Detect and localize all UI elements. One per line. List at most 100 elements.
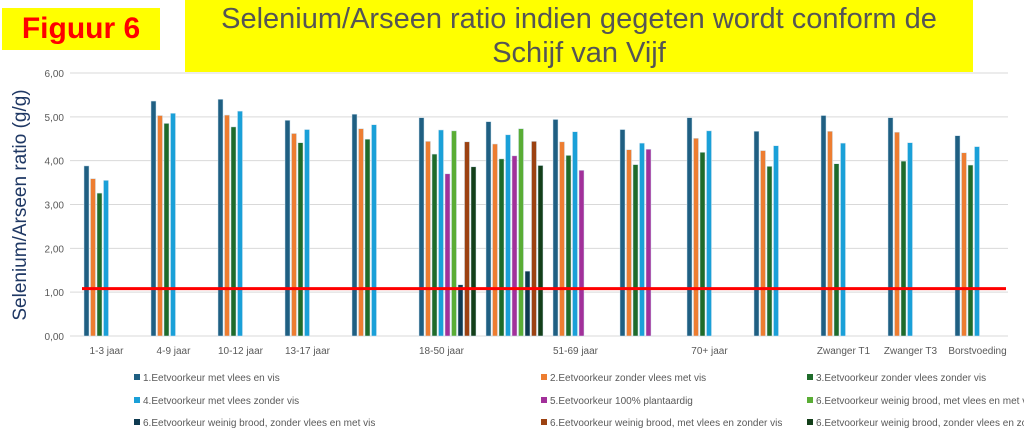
bar (425, 141, 431, 337)
legend-swatch (807, 397, 813, 403)
legend-swatch (541, 374, 547, 380)
y-tick-label: 6,00 (45, 69, 65, 80)
bar (907, 142, 913, 337)
bar (840, 142, 846, 337)
y-axis-label: Selenium/Arseen ratio (g/g) (10, 89, 31, 320)
bar (954, 135, 961, 337)
x-tick-label: Zwanger T1 (817, 346, 871, 357)
x-tick-label: Borstvoeding (948, 346, 1006, 357)
bar (470, 166, 477, 337)
bar (887, 117, 894, 337)
bar (827, 131, 833, 337)
bar (103, 180, 109, 337)
bar (894, 131, 900, 337)
legend-swatch (134, 397, 140, 403)
bar (572, 131, 578, 337)
bar (639, 142, 645, 337)
y-tick-label: 1,00 (45, 288, 65, 299)
legend-entry: 6.Eetvoorkeur weinig brood, zonder vlees… (816, 418, 1024, 429)
legend-swatch (807, 374, 813, 380)
legend-entry: 6.Eetvoorkeur weinig brood, zonder vlees… (143, 418, 375, 429)
bar (531, 141, 537, 337)
bar (96, 192, 103, 337)
bar (753, 131, 760, 337)
bar (284, 120, 291, 337)
bar (224, 114, 230, 337)
bar (524, 270, 531, 337)
bar (297, 142, 304, 337)
bar (773, 145, 779, 337)
bar (83, 165, 90, 337)
x-tick-label: 13-17 jaar (285, 346, 331, 357)
bar (358, 128, 364, 337)
bar (565, 155, 572, 337)
bar (686, 117, 693, 337)
x-tick-label: Zwanger T3 (884, 346, 938, 357)
x-tick-label: 18-50 jaar (419, 346, 465, 357)
bar (230, 126, 237, 337)
title-line-2: Schijf van Vijf (492, 37, 666, 69)
y-tick-label: 3,00 (45, 201, 65, 212)
figure-label: Figuur 6 (2, 8, 160, 50)
legend-entry: 4.Eetvoorkeur met vlees zonder vis (143, 396, 299, 407)
bar (351, 113, 358, 337)
bar (699, 152, 706, 337)
bar (619, 129, 626, 337)
y-tick-label: 2,00 (45, 244, 65, 255)
bar (645, 149, 652, 337)
bar (170, 113, 176, 337)
bar (163, 123, 170, 337)
bar (492, 143, 498, 337)
legend-entry: 3.Eetvoorkeur zonder vlees zonder vis (816, 373, 986, 384)
bar (626, 149, 632, 337)
title-line-1: Selenium/Arseen ratio indien gegeten wor… (221, 3, 937, 35)
bar (578, 170, 585, 337)
bar (457, 284, 464, 337)
bar (900, 160, 907, 337)
bar (464, 141, 470, 337)
bar (559, 141, 565, 337)
bar (291, 133, 297, 337)
x-tick-label: 51-69 jaar (553, 346, 599, 357)
bar (304, 129, 310, 337)
bar (505, 134, 511, 337)
legend-entry: 6.Eetvoorkeur weinig brood, met vlees en… (550, 418, 782, 429)
bar (237, 110, 243, 337)
bar (485, 121, 492, 337)
bar (632, 164, 639, 337)
bar (820, 115, 827, 337)
bar (518, 128, 524, 337)
bar (431, 153, 438, 337)
bar (760, 150, 766, 337)
bar (537, 165, 544, 337)
legend-entry: 6.Eetvoorkeur weinig brood, met vlees en… (816, 396, 1024, 407)
legend-swatch (134, 374, 140, 380)
bar (157, 115, 163, 337)
bar (511, 155, 518, 337)
bar (974, 146, 980, 337)
bar (833, 163, 840, 337)
legend-swatch (807, 419, 813, 425)
bar (706, 130, 712, 337)
bar (766, 166, 773, 337)
y-tick-label: 5,00 (45, 113, 65, 124)
bar (371, 124, 377, 337)
bar (217, 99, 224, 337)
bar (364, 138, 371, 337)
legend-entry: 1.Eetvoorkeur met vlees en vis (143, 373, 280, 384)
y-tick-label: 4,00 (45, 157, 65, 168)
bar (693, 138, 699, 337)
legend-swatch (541, 419, 547, 425)
bar (438, 129, 444, 337)
legend-entry: 2.Eetvoorkeur zonder vlees met vis (550, 373, 706, 384)
bar (90, 178, 96, 337)
bar (552, 119, 559, 337)
bar (967, 164, 974, 337)
x-tick-label: 4-9 jaar (157, 346, 192, 357)
y-tick-label: 0,00 (45, 332, 65, 343)
bar (961, 152, 967, 337)
bar (498, 158, 505, 337)
chart-title: Selenium/Arseen ratio indien gegeten wor… (185, 0, 973, 72)
bar (451, 130, 457, 337)
